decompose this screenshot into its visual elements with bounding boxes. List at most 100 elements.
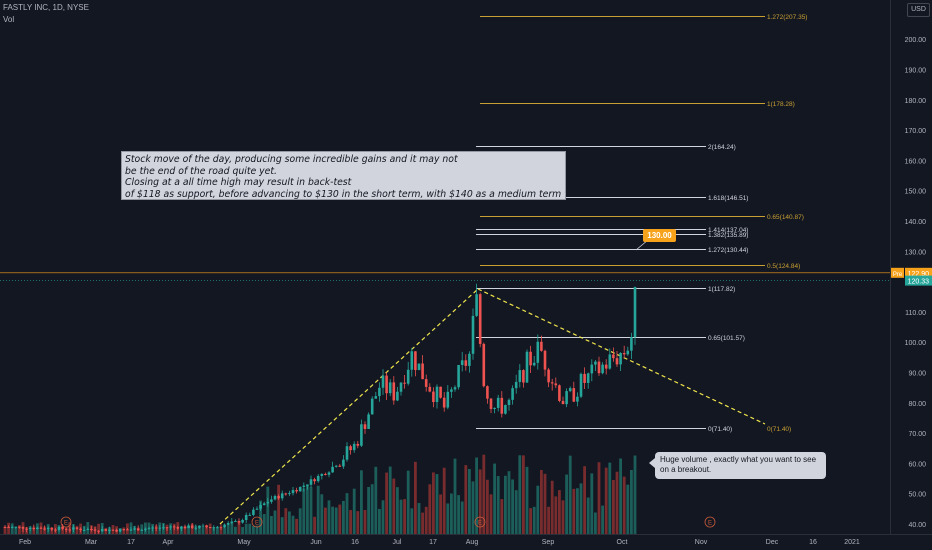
candle-body	[486, 386, 489, 399]
candle-body	[136, 528, 140, 531]
volume-bar	[226, 524, 230, 534]
volume-bar	[367, 486, 370, 534]
candle-body	[205, 525, 208, 528]
fib-label: 1(178.28)	[767, 101, 795, 108]
candle-body	[100, 529, 104, 532]
volume-bar	[183, 527, 187, 534]
y-tick-label: 80.00	[908, 401, 926, 408]
candle-body	[28, 528, 32, 530]
fib-label: 0(71.40)	[767, 426, 791, 433]
candle-body	[291, 490, 295, 494]
volume-bar	[370, 484, 374, 534]
volume-callout[interactable]: Huge volume , exactly what you want to s…	[649, 452, 826, 479]
y-tick-label: 100.00	[905, 340, 927, 347]
candle-body	[133, 528, 136, 530]
candle-body	[594, 361, 597, 365]
candle-body	[421, 363, 424, 380]
volume-bar	[439, 494, 442, 534]
candle-body	[414, 351, 417, 371]
candle-body	[604, 364, 608, 369]
volume-bar	[536, 485, 540, 534]
last-price-label: 120.33	[908, 279, 930, 286]
candle-body	[187, 525, 190, 529]
y-tick-label: 180.00	[905, 98, 927, 105]
volume-bar	[579, 483, 583, 534]
volume-bar	[248, 523, 252, 534]
candle-body	[561, 400, 565, 405]
candle-body	[302, 485, 306, 487]
candle-body	[360, 424, 363, 446]
candle-body	[259, 505, 262, 509]
note-line: be the end of the road quite yet.	[125, 165, 277, 177]
volume-bar	[356, 511, 360, 534]
candle-body	[630, 337, 633, 351]
candle-body	[147, 528, 151, 530]
candle-body	[518, 370, 522, 382]
candle-body	[572, 388, 576, 402]
candle-body	[475, 294, 478, 316]
candle-body	[104, 529, 108, 531]
candle-body	[378, 387, 381, 397]
volume-bar	[475, 457, 478, 534]
volume-bar	[219, 527, 223, 534]
fibonacci-levels: 1.272(207.35) 1(178.28) 2(164.24) 1.618(146…	[476, 14, 807, 433]
volume-bar	[421, 512, 424, 534]
volume-bar	[291, 515, 295, 534]
target-price-label[interactable]: 130.00	[643, 229, 676, 242]
candle-body	[169, 526, 172, 528]
volume-bar	[18, 525, 21, 534]
candle-body	[7, 527, 10, 529]
volume-bar	[313, 516, 316, 534]
volume-bar	[586, 497, 590, 534]
volume-bar	[378, 508, 381, 534]
candle-body	[540, 341, 543, 351]
candle-body	[356, 443, 360, 446]
candle-body	[334, 465, 338, 467]
x-tick-label: 2021	[844, 539, 860, 546]
volume-bar	[457, 495, 460, 534]
fib-label: 1.272(207.35)	[767, 14, 807, 21]
candle-body	[568, 388, 572, 392]
y-tick-label: 40.00	[908, 522, 926, 529]
fib-label: 0.65(140.87)	[767, 214, 804, 221]
volume-bar	[489, 494, 493, 534]
volume-bar	[612, 480, 615, 534]
x-tick-label: Oct	[617, 539, 628, 546]
candle-body	[424, 379, 428, 387]
volume-bar	[396, 487, 399, 534]
candle-body	[25, 528, 28, 530]
candle-body	[511, 388, 514, 400]
candle-body	[381, 375, 385, 388]
volume-bar	[316, 485, 320, 534]
fib-label: 1.382(135.89)	[708, 232, 748, 239]
candlesticks	[3, 283, 637, 534]
fib-label: 0.65(101.57)	[708, 335, 745, 342]
volume-bar	[608, 462, 612, 534]
candle-body	[270, 499, 273, 502]
candle-body	[633, 286, 637, 338]
volume-bar	[514, 490, 518, 534]
earnings-icon-label: E	[708, 521, 712, 527]
volume-bar	[615, 471, 619, 534]
volume-bar	[205, 524, 208, 534]
trend-line-down	[477, 288, 766, 425]
candle-body	[252, 509, 255, 515]
candle-body	[64, 528, 68, 530]
candle-body	[208, 527, 212, 529]
currency-button[interactable]: USD	[907, 3, 930, 17]
volume-bar	[568, 455, 572, 534]
volume-bar	[460, 501, 464, 534]
volume-bar	[327, 500, 331, 534]
earnings-icon-label: E	[64, 521, 68, 527]
candle-body	[493, 407, 496, 410]
analysis-note[interactable]: Stock move of the day, producing some in…	[121, 151, 566, 200]
earnings-icon	[704, 516, 716, 528]
candle-body	[212, 527, 216, 529]
volume-bar	[399, 499, 403, 534]
y-tick-label: 70.00	[908, 431, 926, 438]
price-axis: 40.00 50.00 60.00 70.00 80.00 90.00 100.00 110.…	[0, 0, 932, 534]
candle-body	[198, 525, 201, 528]
volume-bar	[97, 523, 100, 534]
candle-body	[111, 529, 115, 531]
